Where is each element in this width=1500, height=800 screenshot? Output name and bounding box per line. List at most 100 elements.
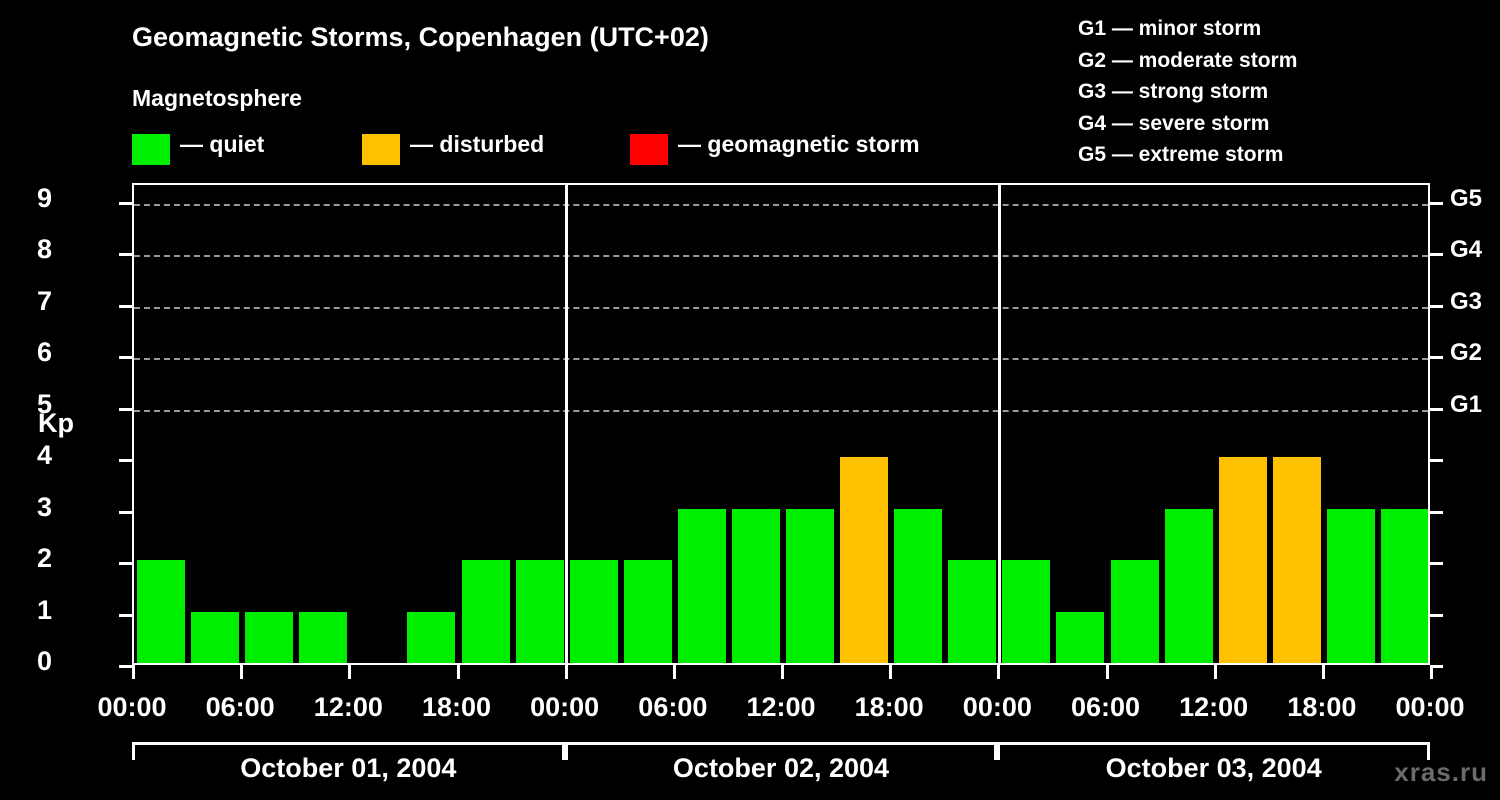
x-tick-label-8: 00:00 [962,692,1032,722]
bar [1326,508,1375,663]
y-tick-label-7: 7 [36,285,52,316]
watermark: xras.ru [1394,757,1488,787]
day-bracket-2 [564,742,998,760]
y-tick-1 [119,613,132,617]
g-minor-tick-4 [1430,459,1443,462]
g-legend-line-5: G5 — extreme storm [1078,143,1284,166]
x-tick-5 [672,665,676,679]
y-tick-9 [119,201,132,205]
bar [191,611,240,663]
x-tick-label-0: 00:00 [97,692,167,722]
bar [245,611,294,663]
bar [569,560,618,663]
bar [840,457,889,663]
bar [515,560,564,663]
g-tick-label-G4: G4 [1450,236,1483,263]
y-tick-label-4: 4 [36,440,52,470]
x-tick-label-2: 12:00 [313,692,383,722]
x-tick-4 [564,665,568,679]
x-tick-label-3: 18:00 [421,692,492,722]
y-tick-label-5: 5 [36,388,52,419]
x-tick-label-7: 18:00 [854,692,924,722]
bar [1380,508,1428,663]
bar [623,560,672,663]
x-tick-9 [1105,665,1109,679]
g-minor-tick-3 [1430,510,1443,514]
y-tick-3 [119,510,132,514]
bar [731,508,780,663]
y-tick-label-0: 0 [36,646,52,676]
day-label-2: October 02, 2004 [672,753,890,783]
y-axis-title: Kp [38,408,74,438]
y-tick-2 [119,562,132,565]
y-tick-4 [119,459,132,462]
x-tick-3 [456,665,460,679]
legend-swatch-quiet-icon [132,134,170,165]
bar [137,560,186,663]
day-separator-1 [565,185,569,663]
day-bracket-1 [132,742,565,760]
bar [677,508,726,663]
g-minor-tick-1 [1430,613,1443,617]
x-tick-6 [781,665,784,679]
x-tick-label-12: 00:00 [1395,692,1465,722]
gridline-kp-9 [134,203,1428,206]
legend-label-disturbed: — disturbed [410,131,545,157]
plot-inner [134,185,1428,663]
x-tick-label-10: 12:00 [1179,692,1249,722]
g-tick-G4 [1430,253,1443,256]
bar [948,560,997,663]
x-tick-2 [348,665,352,679]
x-tick-label-11: 18:00 [1287,692,1357,722]
g-tick-label-G5: G5 [1450,184,1483,212]
g-legend-line-1: G1 — minor storm [1078,17,1262,40]
y-tick-label-9: 9 [36,182,52,213]
y-tick-label-2: 2 [36,543,52,573]
legend-label-quiet: — quiet [180,131,265,157]
x-tick-label-4: 00:00 [530,692,600,722]
day-label-3: October 03, 2004 [1105,753,1322,783]
day-label-1: October 01, 2004 [240,753,457,783]
g-legend-line-2: G2 — moderate storm [1078,48,1298,72]
y-tick-5 [119,407,132,411]
bar [1056,611,1105,663]
x-tick-label-6: 12:00 [746,692,816,722]
bar [1002,560,1051,663]
day-bracket-3 [997,742,1430,760]
g-tick-G5 [1430,201,1443,205]
g-legend-line-3: G3 — strong storm [1078,80,1269,103]
x-tick-label-5: 06:00 [638,692,708,722]
bar [1164,508,1213,663]
gridline-kp-7 [134,306,1428,309]
x-tick-7 [889,665,893,679]
bar [299,611,348,663]
g-tick-label-G2: G2 [1450,339,1483,366]
x-tick-label-9: 06:00 [1070,692,1141,722]
y-tick-6 [119,356,132,359]
y-tick-label-1: 1 [36,594,52,625]
legend-label-geomagnetic-storm: — geomagnetic storm [678,131,920,157]
x-tick-12 [1430,665,1433,679]
x-tick-label-1: 06:00 [205,692,275,722]
bar [1110,560,1159,663]
x-tick-8 [997,665,1001,679]
legend-swatch-disturbed-icon [362,134,400,165]
bar [461,560,510,663]
bar [1272,457,1321,663]
y-tick-label-8: 8 [36,234,52,264]
bar [894,508,943,663]
g-scale-legend: G1 — minor storm G2 — moderate storm G3 — … [1078,13,1297,171]
g-tick-label-G3: G3 [1450,287,1483,315]
g-tick-G1 [1430,407,1443,411]
g-tick-label-G1: G1 [1450,390,1483,418]
y-tick-7 [119,304,132,308]
x-tick-11 [1321,665,1325,679]
g-legend-line-4: G4 — severe storm [1078,111,1270,135]
day-separator-2 [997,185,1001,663]
y-tick-label-3: 3 [36,491,52,522]
g-tick-G3 [1430,304,1443,308]
g-minor-tick-0 [1430,665,1443,668]
bar [786,508,835,663]
g-tick-G2 [1430,356,1443,359]
x-tick-0 [132,665,135,679]
